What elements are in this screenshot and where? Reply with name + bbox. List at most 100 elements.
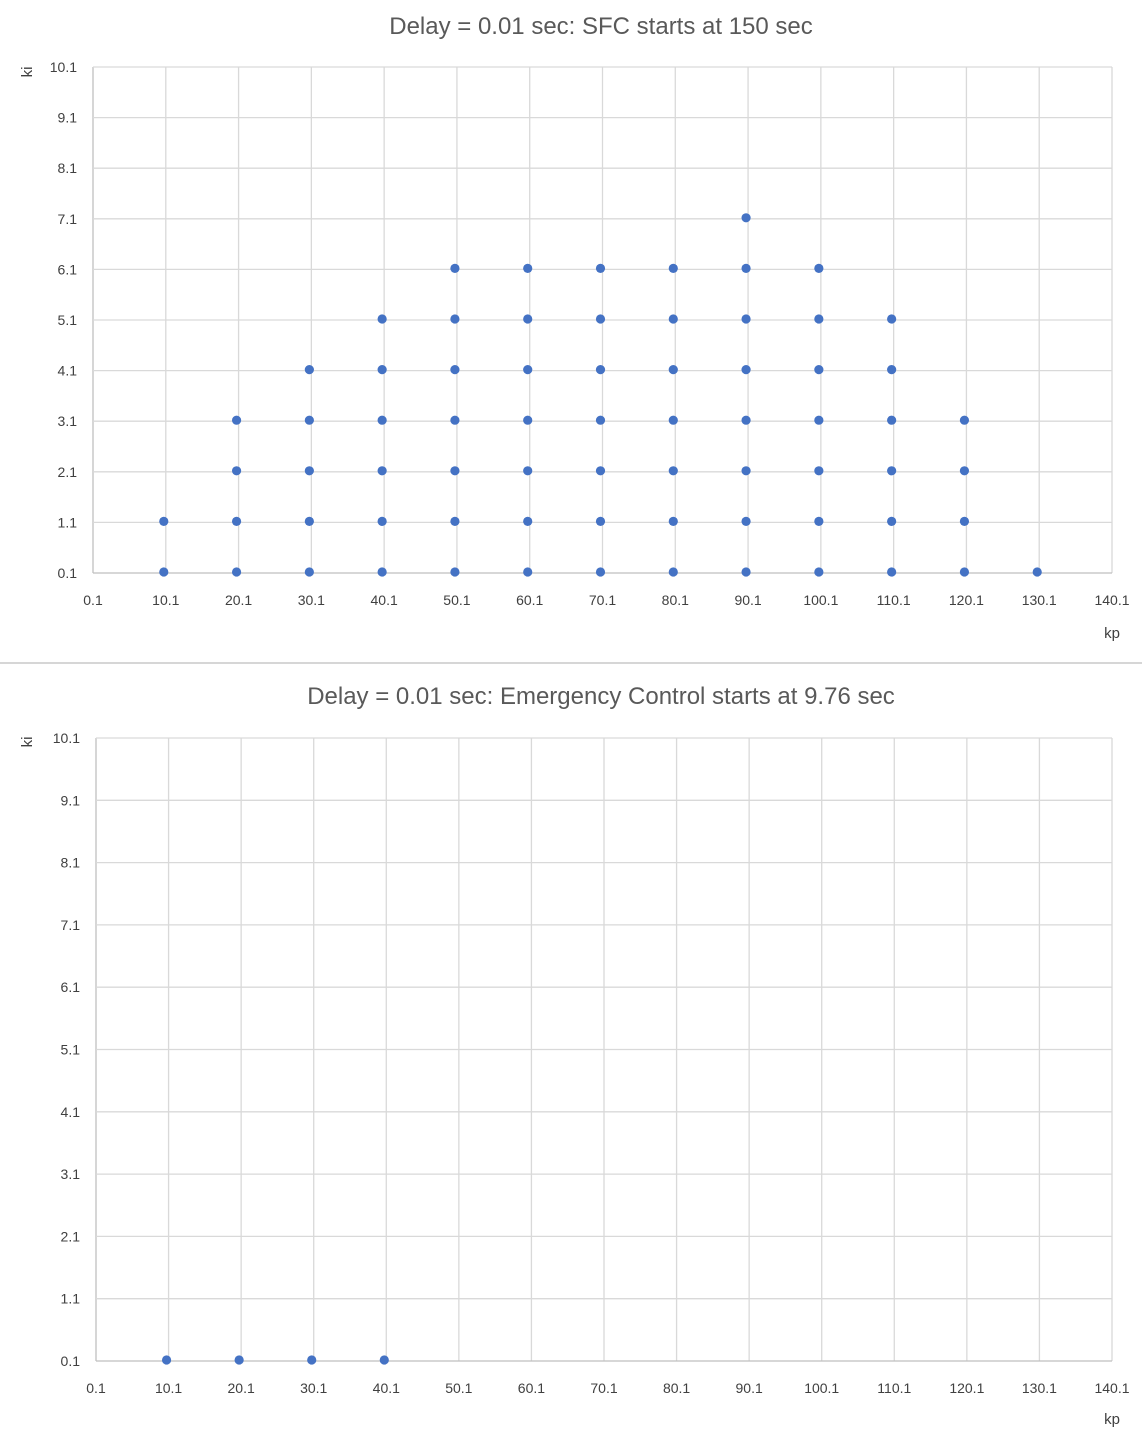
data-point [887, 365, 897, 375]
data-point [668, 466, 678, 476]
x-tick-label: 40.1 [373, 1380, 400, 1396]
x-tick-label: 10.1 [152, 592, 179, 608]
data-point [523, 466, 533, 476]
data-point [377, 415, 387, 425]
x-tick-label: 50.1 [445, 1380, 472, 1396]
data-point [959, 466, 970, 476]
x-tick-label: 20.1 [225, 592, 252, 608]
data-point [595, 567, 606, 577]
data-point [887, 314, 897, 324]
data-point [304, 466, 314, 476]
data-point [668, 567, 678, 577]
x-tick-label: 130.1 [1022, 592, 1057, 608]
data-point [159, 567, 169, 577]
y-tick-label: 1.1 [58, 514, 78, 530]
data-point [523, 365, 533, 375]
data-point [450, 263, 460, 273]
chart-emergency-control: Delay = 0.01 sec: Emergency Control star… [0, 667, 1142, 1448]
data-point [161, 1355, 172, 1365]
y-tick-label: 10.1 [50, 59, 77, 75]
x-tick-label: 140.1 [1094, 592, 1129, 608]
data-point [887, 466, 897, 476]
y-tick-label: 5.1 [58, 312, 78, 328]
data-point [595, 516, 606, 527]
x-tick-label: 10.1 [155, 1380, 182, 1396]
x-tick-label: 0.1 [86, 1380, 106, 1396]
data-point [377, 314, 387, 324]
chart-title: Delay = 0.01 sec: SFC starts at 150 sec [389, 13, 813, 40]
y-axis-label: ki [19, 737, 36, 748]
y-tick-label: 10.1 [53, 730, 80, 746]
data-point [304, 365, 314, 375]
data-point [814, 466, 824, 476]
data-point [814, 415, 824, 425]
data-point [959, 415, 970, 425]
data-point [741, 213, 751, 223]
data-point [595, 314, 606, 324]
y-axis-label: ki [19, 67, 36, 78]
x-tick-label: 20.1 [228, 1380, 255, 1396]
data-point [231, 466, 242, 476]
x-tick-label: 120.1 [949, 1380, 984, 1396]
data-point [379, 1355, 389, 1365]
x-axis-label: kp [1104, 1411, 1120, 1428]
data-point [668, 314, 678, 324]
x-tick-label: 30.1 [300, 1380, 327, 1396]
data-point [814, 516, 824, 527]
y-tick-label: 6.1 [58, 261, 78, 277]
x-tick-label: 140.1 [1094, 1380, 1129, 1396]
x-tick-label: 70.1 [589, 592, 616, 608]
data-point [959, 516, 970, 527]
y-tick-label: 8.1 [58, 160, 78, 176]
data-point [377, 567, 387, 577]
x-tick-label: 70.1 [590, 1380, 617, 1396]
data-point [450, 365, 460, 375]
data-point [450, 567, 460, 577]
x-tick-label: 100.1 [803, 592, 838, 608]
chart-sfc: Delay = 0.01 sec: SFC starts at 150 sec 0… [0, 0, 1142, 662]
data-point [668, 365, 678, 375]
y-tick-label: 7.1 [61, 917, 81, 933]
y-tick-label: 2.1 [61, 1228, 81, 1244]
y-tick-label: 5.1 [61, 1042, 81, 1058]
data-point [814, 365, 824, 375]
data-point [741, 516, 751, 527]
data-point [523, 263, 533, 273]
data-point [668, 415, 678, 425]
data-point [814, 263, 824, 273]
data-point [741, 567, 751, 577]
data-point [741, 263, 751, 273]
data-point [377, 365, 387, 375]
data-point [668, 263, 678, 273]
x-tick-label: 110.1 [877, 592, 911, 608]
data-point [1032, 567, 1042, 577]
chart-svg: Delay = 0.01 sec: Emergency Control star… [19, 683, 1130, 1428]
data-point [595, 415, 606, 425]
x-tick-label: 110.1 [877, 1380, 911, 1396]
data-point [450, 415, 460, 425]
chart-title: Delay = 0.01 sec: Emergency Control star… [307, 683, 895, 710]
x-tick-label: 80.1 [662, 592, 689, 608]
y-tick-label: 6.1 [61, 979, 81, 995]
x-tick-label: 0.1 [83, 592, 103, 608]
data-point [307, 1355, 317, 1365]
x-tick-label: 90.1 [736, 1380, 763, 1396]
data-point [595, 263, 606, 273]
x-tick-label: 60.1 [518, 1380, 545, 1396]
data-point [595, 466, 606, 476]
chart-svg: Delay = 0.01 sec: SFC starts at 150 sec 0… [19, 13, 1130, 642]
y-tick-label: 9.1 [61, 792, 81, 808]
x-tick-label: 120.1 [949, 592, 984, 608]
x-tick-label: 130.1 [1022, 1380, 1057, 1396]
x-tick-label: 100.1 [804, 1380, 839, 1396]
data-point [377, 516, 387, 527]
chart-divider [0, 662, 1142, 664]
y-tick-label: 0.1 [61, 1353, 81, 1369]
y-tick-label: 9.1 [58, 110, 78, 126]
y-tick-label: 4.1 [61, 1104, 81, 1120]
data-point [741, 365, 751, 375]
x-tick-label: 90.1 [734, 592, 761, 608]
data-point [523, 314, 533, 324]
data-point [450, 516, 460, 527]
data-point [814, 314, 824, 324]
